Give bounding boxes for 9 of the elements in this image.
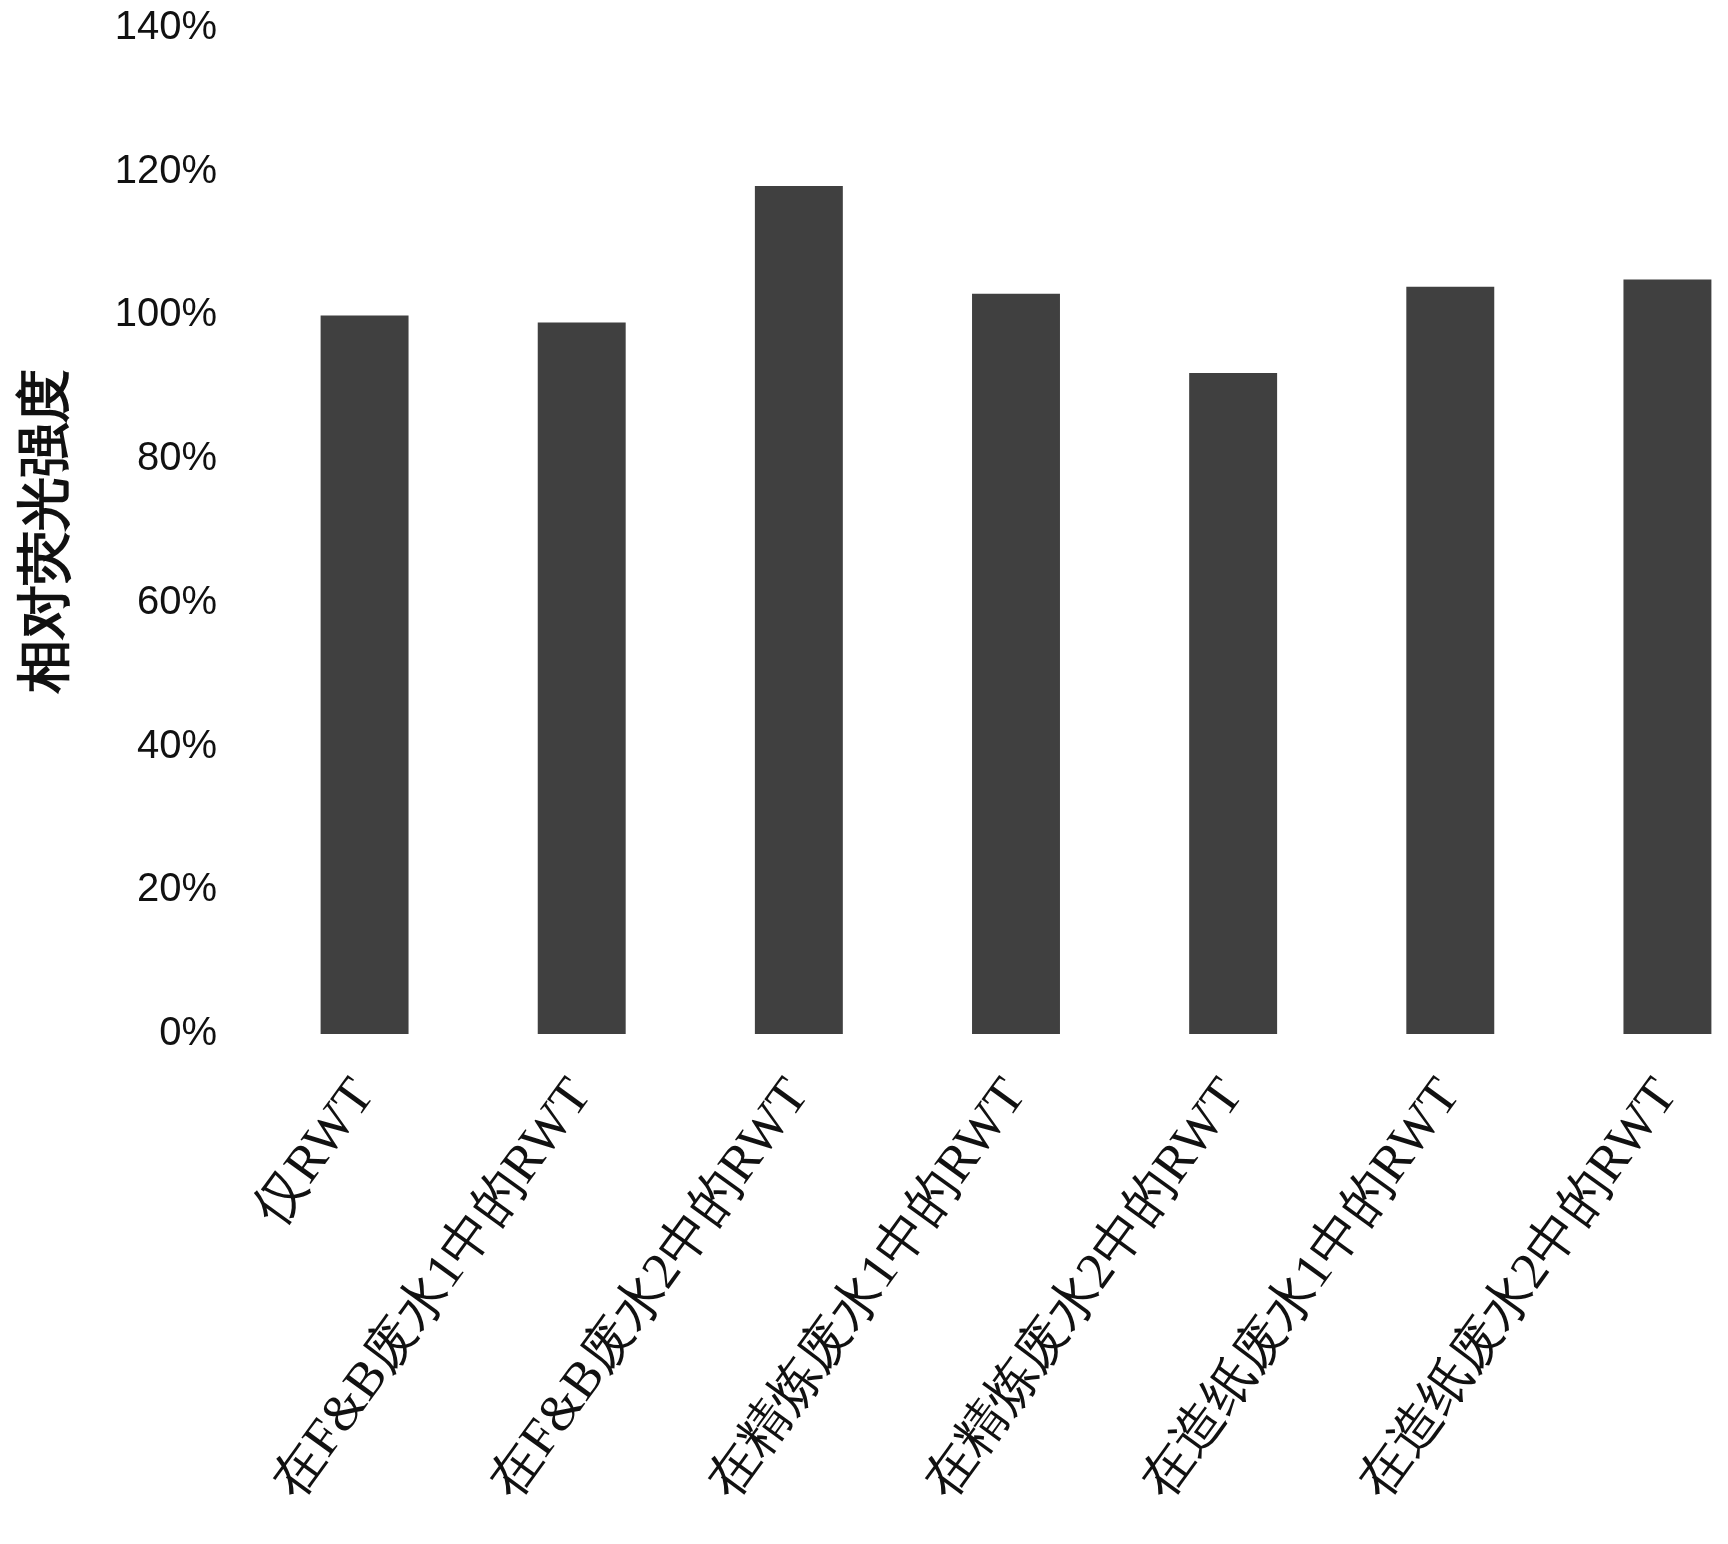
y-axis-title: 相对荧光强度 <box>12 369 76 695</box>
y-tick-label: 40% <box>136 721 217 766</box>
y-tick-label: 140% <box>114 3 217 48</box>
y-tick-label: 80% <box>136 434 217 479</box>
y-tick-label: 0% <box>159 1009 217 1054</box>
y-tick-label: 60% <box>136 577 217 622</box>
y-tick-label: 100% <box>114 290 217 335</box>
y-tick-label: 20% <box>136 865 217 910</box>
y-tick-label: 120% <box>114 146 217 191</box>
